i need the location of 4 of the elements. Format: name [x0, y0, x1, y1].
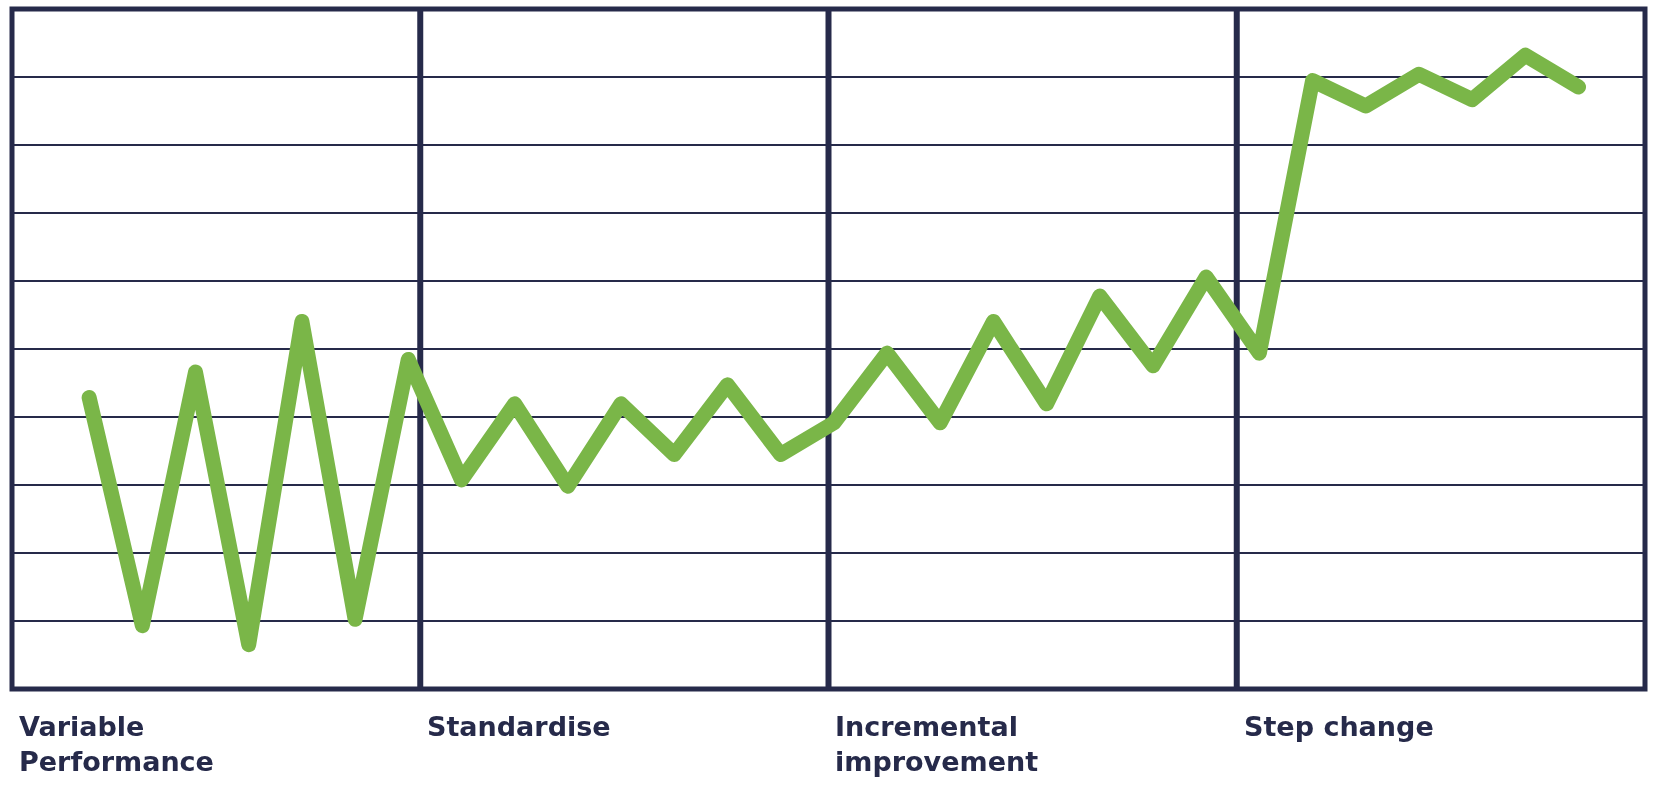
text: Step change — [1244, 711, 1434, 742]
text: Incremental improvement — [835, 711, 1039, 778]
text: Variable Performance — [19, 711, 214, 778]
text: Standardise — [427, 711, 611, 742]
